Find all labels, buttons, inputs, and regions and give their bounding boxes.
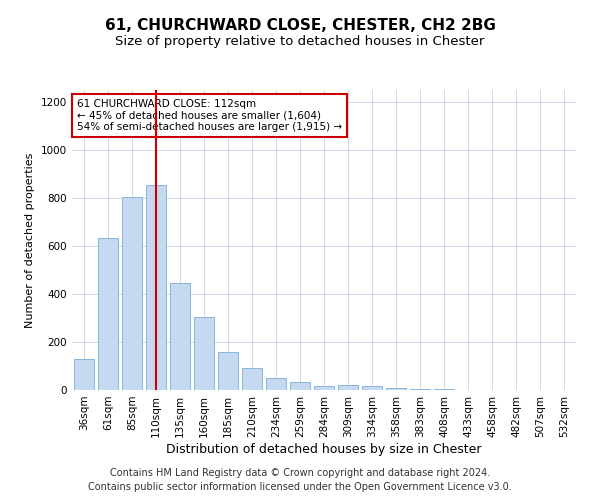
Bar	[338, 385, 358, 390]
Bar	[314, 386, 334, 390]
Bar	[242, 368, 262, 390]
Bar	[362, 386, 382, 390]
Bar	[122, 197, 142, 390]
Y-axis label: Number of detached properties: Number of detached properties	[25, 152, 35, 328]
Bar	[98, 238, 118, 390]
X-axis label: Distribution of detached houses by size in Chester: Distribution of detached houses by size …	[166, 442, 482, 456]
Text: Contains public sector information licensed under the Open Government Licence v3: Contains public sector information licen…	[88, 482, 512, 492]
Bar	[170, 283, 190, 390]
Text: Contains HM Land Registry data © Crown copyright and database right 2024.: Contains HM Land Registry data © Crown c…	[110, 468, 490, 477]
Bar	[386, 388, 406, 390]
Bar	[194, 317, 214, 390]
Text: 61 CHURCHWARD CLOSE: 112sqm
← 45% of detached houses are smaller (1,604)
54% of : 61 CHURCHWARD CLOSE: 112sqm ← 45% of det…	[77, 99, 342, 132]
Text: Size of property relative to detached houses in Chester: Size of property relative to detached ho…	[115, 35, 485, 48]
Bar	[218, 352, 238, 390]
Bar	[266, 378, 286, 390]
Text: 61, CHURCHWARD CLOSE, CHESTER, CH2 2BG: 61, CHURCHWARD CLOSE, CHESTER, CH2 2BG	[104, 18, 496, 32]
Bar	[74, 359, 94, 390]
Bar	[146, 185, 166, 390]
Bar	[290, 382, 310, 390]
